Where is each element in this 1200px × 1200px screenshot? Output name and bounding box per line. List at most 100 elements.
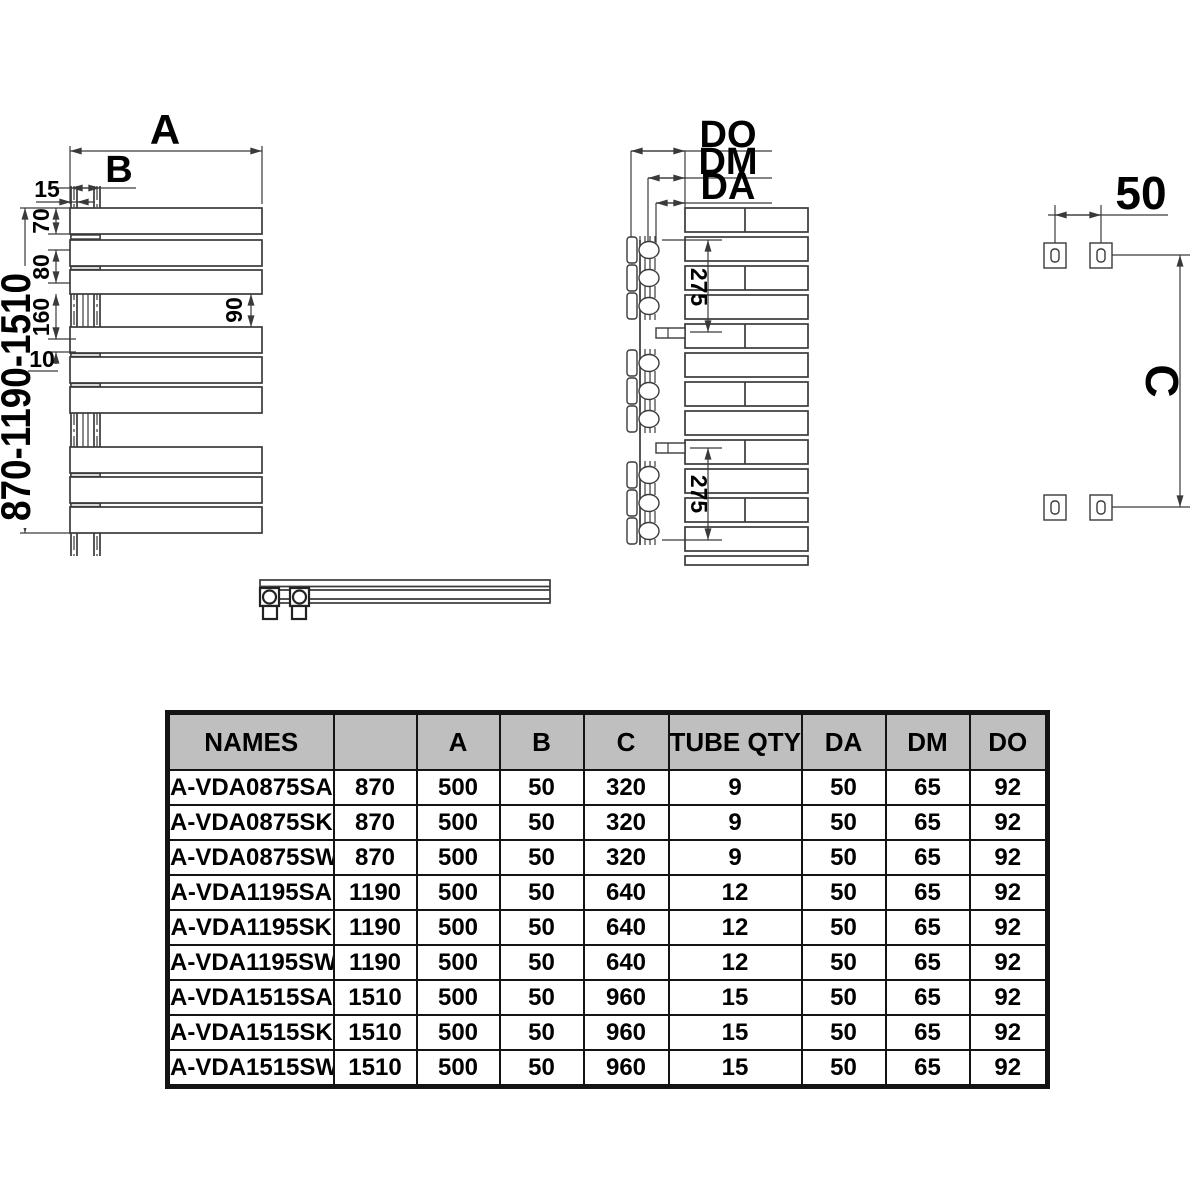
value-cell: 1510 [332,979,418,1016]
value-cell: 15 [667,1049,803,1088]
model-name-cell: A-VDA1515SW [166,1049,335,1088]
wall-clip [626,405,660,433]
value-cell: 500 [415,909,501,946]
value-cell: 1510 [332,1049,418,1088]
value-cell: 92 [968,1014,1049,1051]
wall-clip [626,489,660,517]
dim-275-top-label: 275 [686,268,712,307]
col-header-tube-qty: TUBE QTY [667,711,803,771]
value-cell: 15 [667,1014,803,1051]
value-cell: 65 [884,1014,971,1051]
value-cell: 50 [498,769,585,806]
model-name-cell: A-VDA1195SW [166,944,335,981]
spec-table-header: NAMES A B C TUBE QTY DA DM DO [166,711,1049,771]
value-cell: 12 [667,874,803,911]
value-cell: 50 [800,979,887,1016]
dim-da-label: DA [701,166,756,208]
value-cell: 1190 [332,944,418,981]
top-view-drawing [258,579,551,621]
dim-dm-label: DM [698,141,757,183]
table-row: A-VDA1515SK 1510 500 50 960 15 50 65 92 [166,1014,1049,1051]
col-header-dm: DM [884,711,971,771]
value-cell: 92 [968,909,1049,946]
wall-clip [626,517,660,545]
mounting-brackets [1043,242,1113,521]
value-cell: 65 [884,1049,971,1088]
value-cell: 9 [667,839,803,876]
col-header-blank [332,711,418,771]
table-row: A-VDA1195SK 1190 500 50 640 12 50 65 92 [166,909,1049,946]
value-cell: 65 [884,769,971,806]
value-cell: 9 [667,769,803,806]
value-cell: 50 [498,944,585,981]
value-cell: 92 [968,769,1049,806]
value-cell: 50 [498,839,585,876]
value-cell: 500 [415,1049,501,1088]
value-cell: 500 [415,874,501,911]
value-cell: 92 [968,944,1049,981]
value-cell: 92 [968,1049,1049,1088]
col-header-da: DA [800,711,887,771]
dim-70-label: 70 [28,208,54,234]
table-row: A-VDA0875SW 870 500 50 320 9 50 65 92 [166,839,1049,876]
dim-do-label: DO [700,114,757,156]
value-cell: 960 [582,1014,670,1051]
value-cell: 500 [415,839,501,876]
dim-160-label: 160 [28,298,54,336]
value-cell: 50 [800,909,887,946]
technical-drawings: A B 15 870-1190-1510 70 80 160 10 [0,106,1190,621]
value-cell: 65 [884,839,971,876]
value-cell: 92 [968,979,1049,1016]
table-row: A-VDA1195SW 1190 500 50 640 12 50 65 92 [166,944,1049,981]
dim-a-label: A [150,106,180,153]
value-cell: 50 [498,804,585,841]
value-cell: 870 [332,839,418,876]
wall-clip [626,292,660,320]
dim-height-range-label: 870-1190-1510 [0,273,39,521]
value-cell: 92 [968,874,1049,911]
value-cell: 12 [667,944,803,981]
value-cell: 50 [498,1049,585,1088]
side-view-panels [684,207,809,566]
value-cell: 15 [667,979,803,1016]
value-cell: 1190 [332,874,418,911]
dim-90-label: 90 [221,297,247,323]
side-view-clips [626,236,660,545]
value-cell: 50 [800,1014,887,1051]
model-name-cell: A-VDA1195SK [166,909,335,946]
value-cell: 65 [884,909,971,946]
value-cell: 65 [884,874,971,911]
model-name-cell: A-VDA0875SW [166,839,335,876]
value-cell: 50 [498,909,585,946]
col-header-names: NAMES [166,711,335,771]
value-cell: 640 [582,874,670,911]
wall-clip [626,264,660,292]
wall-clip [626,461,660,489]
table-row: A-VDA1195SA 1190 500 50 640 12 50 65 92 [166,874,1049,911]
value-cell: 500 [415,979,501,1016]
front-view-drawing: A B 15 870-1190-1510 70 80 160 10 [0,106,263,556]
wall-clip [626,377,660,405]
value-cell: 500 [415,804,501,841]
value-cell: 500 [415,944,501,981]
value-cell: 9 [667,804,803,841]
value-cell: 50 [498,874,585,911]
value-cell: 50 [498,979,585,1016]
dim-80-label: 80 [28,254,54,280]
value-cell: 12 [667,909,803,946]
table-row: A-VDA1515SW 1510 500 50 960 15 50 65 92 [166,1049,1049,1088]
value-cell: 65 [884,979,971,1016]
value-cell: 1510 [332,1014,418,1051]
model-name-cell: A-VDA1195SA [166,874,335,911]
value-cell: 320 [582,839,670,876]
value-cell: 1190 [332,909,418,946]
dim-275-bottom-label: 275 [686,475,712,514]
value-cell: 870 [332,769,418,806]
model-name-cell: A-VDA0875SK [166,804,335,841]
value-cell: 500 [415,769,501,806]
value-cell: 50 [800,804,887,841]
value-cell: 50 [800,839,887,876]
value-cell: 640 [582,909,670,946]
value-cell: 50 [800,1049,887,1088]
